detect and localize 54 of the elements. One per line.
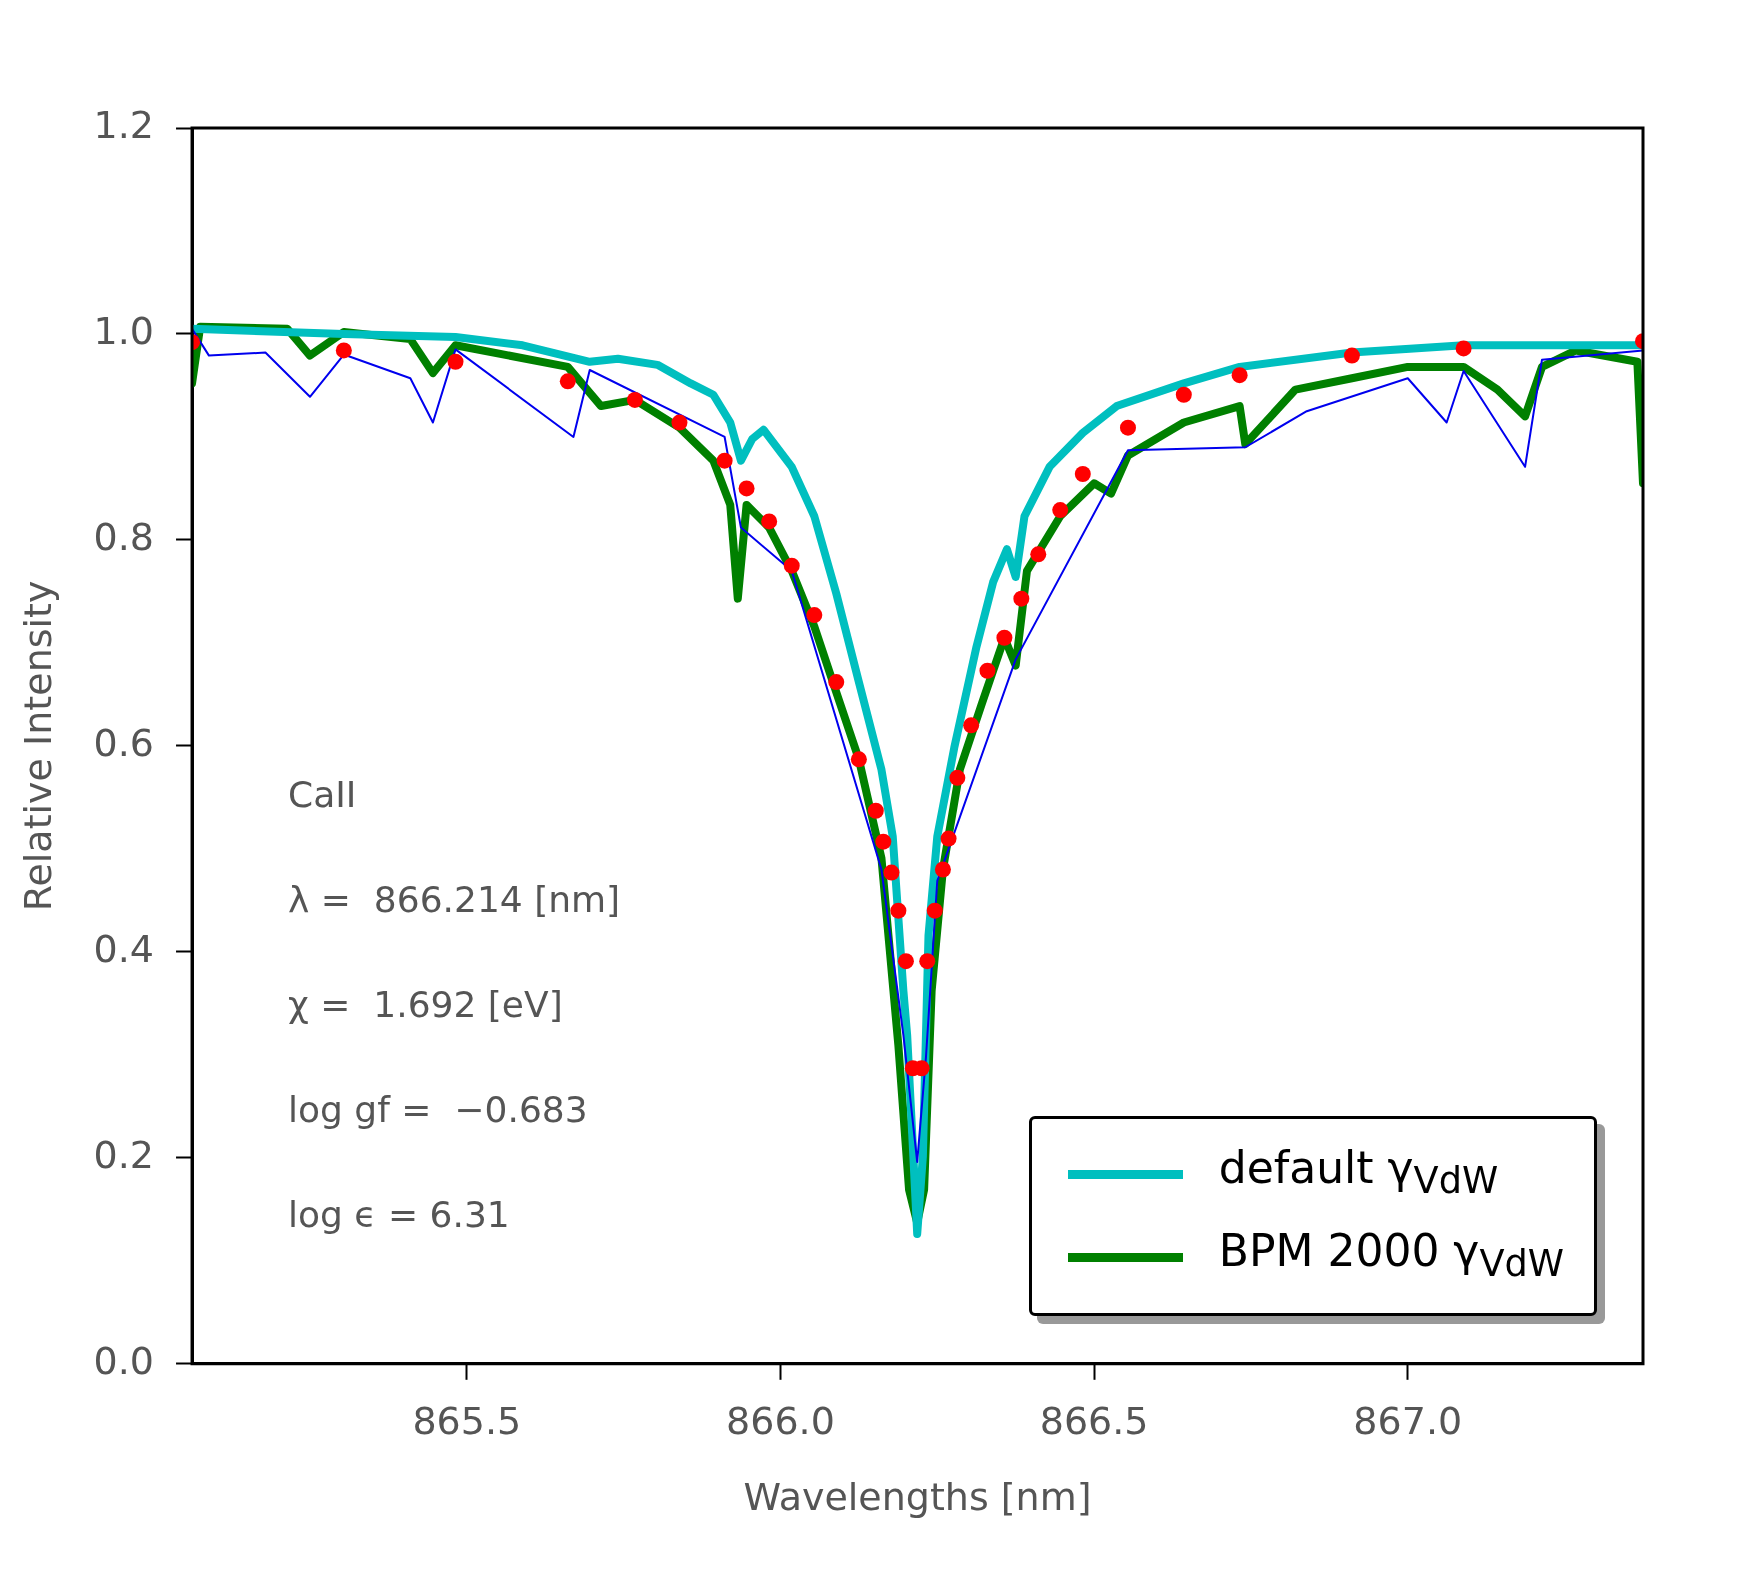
point: [850, 751, 867, 768]
point: [559, 373, 576, 390]
point: [1343, 347, 1360, 364]
point: [897, 953, 914, 970]
y-tick-label: 0.8: [93, 514, 155, 559]
point: [626, 391, 643, 408]
point: [1013, 590, 1030, 607]
x-tick-label: 865.5: [412, 1399, 522, 1444]
y-axis-title: Relative Intensity: [15, 580, 60, 912]
point: [1030, 546, 1047, 563]
point: [867, 802, 884, 819]
y-tick-label: 0.2: [93, 1132, 155, 1177]
y-tick-label: 1.0: [93, 308, 155, 353]
x-tick-label: 866.5: [1039, 1399, 1149, 1444]
point: [979, 662, 996, 679]
legend-label: default γ$_{VdW}$: [1218, 1141, 1499, 1204]
point: [1119, 419, 1136, 436]
x-tick-label: 866.0: [726, 1399, 835, 1444]
point: [934, 861, 951, 878]
point: [1175, 386, 1192, 403]
point: [828, 674, 845, 691]
annotation: λ = 866.214 [nm]: [288, 879, 621, 921]
annotation: log ϵ = 6.31: [288, 1194, 510, 1236]
point: [949, 769, 966, 786]
y-tick-label: 0.0: [93, 1338, 155, 1383]
y-tick-label: 0.6: [93, 720, 155, 765]
annotation: CaII: [288, 774, 357, 816]
point: [996, 629, 1013, 646]
x-tick-label: 867.0: [1353, 1399, 1463, 1444]
point: [890, 902, 907, 919]
point: [447, 353, 464, 370]
point: [919, 953, 936, 970]
point: [1074, 466, 1091, 483]
annotation: log gf = −0.683: [288, 1089, 588, 1131]
point: [783, 557, 800, 574]
point: [926, 902, 943, 919]
point: [1231, 367, 1248, 384]
point: [1052, 502, 1069, 519]
point: [716, 452, 733, 469]
point: [963, 717, 980, 734]
point: [875, 833, 892, 850]
point: [738, 480, 755, 497]
y-tick-label: 0.4: [93, 926, 155, 971]
x-axis-title: Wavelengths [nm]: [743, 1475, 1092, 1520]
point: [761, 513, 778, 530]
point: [1455, 340, 1472, 357]
point: [671, 414, 688, 431]
point: [883, 864, 900, 881]
annotation: χ = 1.692 [eV]: [288, 984, 563, 1026]
legend-label: BPM 2000 γ$_{VdW}$: [1218, 1224, 1564, 1287]
point: [806, 607, 823, 624]
point: [940, 830, 957, 847]
y-tick-label: 1.2: [93, 102, 155, 147]
point: [335, 342, 352, 359]
